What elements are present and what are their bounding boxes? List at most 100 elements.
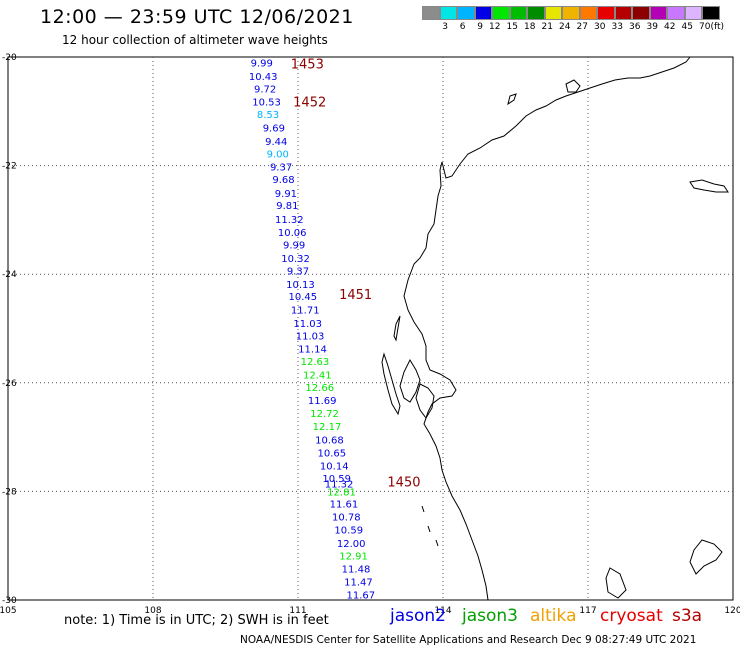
wave-height-value: 9.72	[254, 84, 276, 95]
color-swatch	[597, 6, 615, 20]
wave-height-value: 9.37	[270, 163, 292, 174]
pass-time-label: 1450	[387, 476, 420, 491]
southern-coast-east	[605, 539, 723, 599]
latitude-tick-label: -28	[2, 487, 17, 497]
longitude-tick-label: 108	[144, 606, 161, 616]
pass-time-label: 1452	[293, 95, 326, 110]
wave-height-value: 12.72	[310, 409, 339, 420]
color-scale-label: 24	[559, 22, 571, 32]
pass-time-label: 1451	[339, 288, 372, 303]
observations: 9.99 10.439.72 10.538.53 9.69 9.44 9.00 9.37 9.…	[249, 58, 375, 601]
shark-bay-peninsula	[399, 358, 421, 403]
wave-height-value: 11.03	[293, 319, 322, 330]
wave-height-value: 10.68	[315, 435, 344, 446]
satellite-name-cryosat: cryosat	[600, 606, 663, 626]
mainland-coastline	[403, 56, 691, 601]
wave-height-value: 11.67	[347, 591, 376, 602]
wave-height-value: 10.59	[322, 474, 351, 485]
wave-height-value: 11.71	[291, 305, 320, 316]
wave-height-value: 10.32	[281, 254, 310, 265]
wave-height-value: 12.17	[313, 422, 342, 433]
wave-height-value: 12.41	[303, 371, 332, 382]
wave-height-value: 9.00	[267, 150, 289, 161]
color-scale-label: 70	[699, 22, 711, 32]
wave-height-value: 11.32	[275, 215, 304, 226]
footer-text: NOAA/NESDIS Center for Satellite Applica…	[240, 634, 697, 646]
color-scale-label: 45	[681, 22, 693, 32]
color-swatch	[457, 6, 475, 20]
wave-height-value: 10.65	[318, 448, 347, 459]
color-swatch	[527, 6, 545, 20]
wave-height-value: 10.53	[252, 98, 281, 109]
page-title: 12:00 — 23:59 UTC 12/06/2021	[40, 6, 354, 28]
wave-height-value: 11.69	[308, 396, 337, 407]
wave-height-value: 12.63	[301, 357, 330, 368]
note-text: note: 1) Time is in UTC; 2) SWH is in fe…	[64, 613, 329, 628]
wave-height-value: 8.53	[257, 110, 279, 121]
color-swatch	[474, 6, 492, 20]
color-scale-label: 30	[594, 22, 606, 32]
color-scale-label: 36	[629, 22, 641, 32]
wave-height-value: 11.14	[298, 345, 327, 356]
color-swatch	[544, 6, 562, 20]
color-swatch	[702, 6, 720, 20]
color-swatch	[492, 6, 510, 20]
latitude-tick-label: -22	[2, 162, 17, 172]
wave-height-value: 11.61	[330, 499, 359, 510]
latitude-tick-label: -24	[2, 270, 17, 280]
color-swatch	[439, 6, 457, 20]
wave-height-value: 11.32	[325, 479, 354, 490]
coastline	[381, 56, 729, 601]
wave-height-value: 12.00	[337, 539, 366, 550]
color-scale-label: 6	[459, 22, 466, 32]
color-swatch	[562, 6, 580, 20]
wave-height-value: 9.81	[276, 201, 298, 212]
color-scale-label: 9	[477, 22, 483, 32]
color-scale-label: 15	[506, 22, 518, 32]
longitude-tick-label: 117	[579, 606, 596, 616]
wave-height-value: 10.13	[286, 280, 315, 291]
wave-height-value: 9.91	[275, 189, 297, 200]
longitude-tick-label: 120	[724, 606, 740, 616]
color-swatch	[614, 6, 632, 20]
color-scale-label: 12	[489, 22, 501, 32]
longitude-tick-label: 114	[434, 606, 451, 616]
axis-labels: 105 108 111 114 117 120 -20 -22 -24 -26 -28 -30	[0, 53, 740, 616]
wave-height-value: 10.59	[334, 525, 363, 536]
dirk-hartog-island	[381, 352, 401, 416]
small-island-b	[565, 79, 581, 93]
pass-labels: 1453 1452 1451 1450	[291, 57, 421, 490]
wave-height-value: 10.06	[278, 228, 307, 239]
color-scale-unit: (ft)	[710, 22, 724, 32]
wave-height-value: 10.14	[320, 461, 349, 472]
color-swatch	[684, 6, 702, 20]
bernier-island	[393, 315, 401, 342]
color-swatch	[632, 6, 650, 20]
color-swatch	[579, 6, 597, 20]
longitude-tick-label: 105	[0, 606, 17, 616]
latitude-tick-label: -30	[2, 596, 17, 606]
map-frame	[7, 56, 734, 601]
color-scale-label: 27	[576, 22, 588, 32]
wave-height-value: 11.03	[296, 332, 325, 343]
wave-height-value: 10.45	[289, 292, 318, 303]
pass-time-label: 1453	[291, 57, 324, 72]
color-swatch	[667, 6, 685, 20]
color-scale-label: 33	[611, 22, 623, 32]
longitude-tick-label: 111	[289, 606, 306, 616]
page-subtitle: 12 hour collection of altimeter wave hei…	[62, 33, 328, 47]
satellite-name-s3a: s3a	[672, 606, 703, 626]
color-swatch	[509, 6, 527, 20]
wave-height-value: 9.37	[287, 266, 309, 277]
wave-height-value: 9.44	[265, 137, 287, 148]
wave-height-value: 10.43	[249, 72, 278, 83]
wave-height-value: 9.69	[263, 124, 285, 135]
color-scale-label: 42	[664, 22, 676, 32]
wave-height-value: 12.66	[305, 383, 334, 394]
wave-height-value: 9.99	[251, 58, 273, 69]
color-swatch	[422, 6, 440, 20]
color-swatch	[649, 6, 667, 20]
wave-height-value: 10.78	[332, 512, 361, 523]
latitude-tick-label: -26	[2, 379, 17, 389]
